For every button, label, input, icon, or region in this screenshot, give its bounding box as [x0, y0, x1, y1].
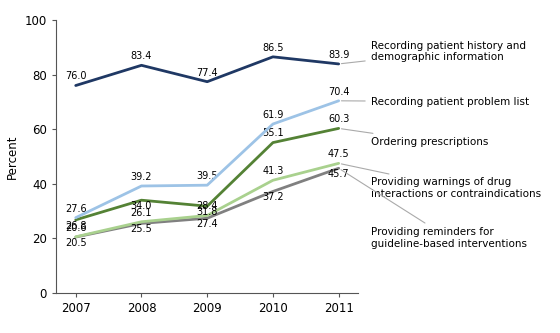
- Text: 45.7: 45.7: [328, 169, 349, 179]
- Text: 83.9: 83.9: [328, 50, 349, 60]
- Text: 37.2: 37.2: [262, 192, 284, 202]
- Text: 70.4: 70.4: [328, 87, 349, 97]
- Text: 28.4: 28.4: [197, 201, 218, 211]
- Text: 27.6: 27.6: [65, 203, 87, 213]
- Text: 47.5: 47.5: [328, 149, 349, 159]
- Text: 26.1: 26.1: [130, 208, 152, 218]
- Text: 31.8: 31.8: [197, 207, 218, 217]
- Text: Providing warnings of drug
interactions or contraindications: Providing warnings of drug interactions …: [342, 164, 541, 199]
- Text: Recording patient problem list: Recording patient problem list: [342, 97, 529, 107]
- Text: Providing reminders for
guideline-based interventions: Providing reminders for guideline-based …: [341, 170, 527, 249]
- Text: 60.3: 60.3: [328, 114, 349, 124]
- Text: 55.1: 55.1: [262, 129, 284, 139]
- Text: 61.9: 61.9: [262, 110, 283, 120]
- Text: 86.5: 86.5: [262, 43, 284, 53]
- Y-axis label: Percent: Percent: [6, 134, 19, 179]
- Text: Recording patient history and
demographic information: Recording patient history and demographi…: [342, 41, 526, 64]
- Text: 20.5: 20.5: [65, 238, 87, 248]
- Text: 39.2: 39.2: [130, 172, 152, 182]
- Text: Ordering prescriptions: Ordering prescriptions: [342, 129, 488, 147]
- Text: 25.5: 25.5: [130, 224, 152, 234]
- Text: 83.4: 83.4: [131, 51, 152, 61]
- Text: 27.4: 27.4: [197, 219, 218, 229]
- Text: 34.0: 34.0: [131, 201, 152, 211]
- Text: 41.3: 41.3: [262, 166, 283, 176]
- Text: 76.0: 76.0: [65, 71, 86, 81]
- Text: 20.6: 20.6: [65, 223, 86, 233]
- Text: 39.5: 39.5: [197, 171, 218, 181]
- Text: 26.8: 26.8: [65, 221, 86, 231]
- Text: 77.4: 77.4: [197, 68, 218, 78]
